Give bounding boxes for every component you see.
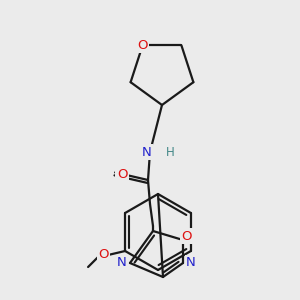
Text: O: O bbox=[98, 248, 108, 262]
Text: N: N bbox=[142, 146, 152, 158]
Text: O: O bbox=[182, 230, 192, 242]
Text: N: N bbox=[186, 256, 196, 269]
Text: N: N bbox=[117, 256, 127, 269]
Text: O: O bbox=[137, 39, 148, 52]
Text: H: H bbox=[166, 146, 174, 158]
Text: O: O bbox=[117, 167, 127, 181]
